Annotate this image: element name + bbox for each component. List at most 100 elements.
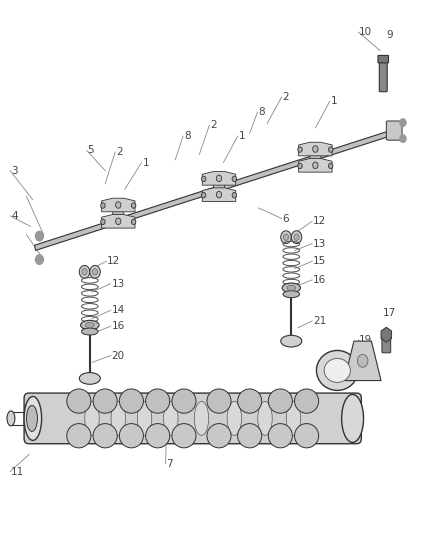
Circle shape	[328, 163, 333, 168]
Text: 8: 8	[184, 131, 191, 141]
Text: 5: 5	[88, 146, 94, 155]
Ellipse shape	[7, 411, 15, 426]
Text: 9: 9	[386, 30, 393, 39]
Text: 12: 12	[313, 216, 326, 226]
Ellipse shape	[237, 424, 261, 448]
Ellipse shape	[93, 424, 117, 448]
Circle shape	[35, 231, 43, 241]
Text: 2: 2	[283, 92, 289, 102]
Circle shape	[82, 269, 87, 275]
Ellipse shape	[194, 401, 208, 435]
Ellipse shape	[163, 401, 178, 435]
FancyBboxPatch shape	[310, 153, 321, 167]
Circle shape	[313, 146, 318, 152]
Ellipse shape	[81, 320, 99, 330]
Polygon shape	[102, 214, 135, 228]
Ellipse shape	[294, 424, 318, 448]
Ellipse shape	[258, 401, 272, 435]
Ellipse shape	[145, 389, 170, 413]
Ellipse shape	[93, 389, 117, 413]
FancyBboxPatch shape	[213, 182, 225, 196]
Circle shape	[201, 176, 206, 182]
Ellipse shape	[287, 285, 296, 290]
FancyBboxPatch shape	[113, 209, 124, 223]
Ellipse shape	[85, 322, 94, 328]
Ellipse shape	[67, 424, 91, 448]
Ellipse shape	[24, 397, 42, 440]
Ellipse shape	[207, 389, 231, 413]
Circle shape	[357, 354, 368, 367]
Text: 1: 1	[331, 96, 337, 106]
Circle shape	[90, 265, 100, 278]
Circle shape	[298, 147, 302, 152]
Circle shape	[35, 255, 43, 264]
Text: 15: 15	[313, 256, 326, 266]
Ellipse shape	[111, 401, 125, 435]
Circle shape	[92, 269, 98, 275]
Ellipse shape	[137, 401, 152, 435]
Circle shape	[216, 191, 222, 198]
Ellipse shape	[79, 373, 100, 384]
Ellipse shape	[172, 389, 196, 413]
Circle shape	[79, 265, 90, 278]
Text: 11: 11	[11, 467, 24, 477]
FancyBboxPatch shape	[24, 393, 361, 443]
Polygon shape	[102, 198, 135, 212]
Ellipse shape	[81, 328, 98, 335]
Polygon shape	[344, 341, 381, 381]
Polygon shape	[202, 188, 236, 201]
Circle shape	[291, 231, 302, 244]
Text: 6: 6	[283, 214, 289, 223]
Circle shape	[313, 162, 318, 168]
Circle shape	[400, 119, 406, 126]
Text: 10: 10	[359, 27, 372, 37]
Polygon shape	[381, 327, 392, 342]
Text: 18: 18	[318, 367, 331, 377]
Ellipse shape	[281, 335, 302, 347]
Text: 20: 20	[112, 351, 125, 360]
Circle shape	[232, 192, 237, 198]
Text: 12: 12	[107, 256, 120, 266]
Ellipse shape	[286, 401, 300, 435]
Text: 1: 1	[239, 131, 245, 141]
Text: 7: 7	[166, 459, 173, 469]
Text: 21: 21	[313, 316, 326, 326]
Polygon shape	[202, 172, 236, 185]
Circle shape	[101, 219, 105, 224]
Ellipse shape	[227, 401, 241, 435]
FancyBboxPatch shape	[379, 60, 387, 92]
FancyBboxPatch shape	[382, 334, 391, 353]
Ellipse shape	[283, 291, 300, 297]
Text: 16: 16	[112, 321, 125, 331]
Ellipse shape	[119, 389, 143, 413]
Polygon shape	[299, 142, 332, 156]
Polygon shape	[299, 158, 332, 172]
Circle shape	[216, 175, 222, 182]
Text: 8: 8	[258, 107, 265, 117]
Ellipse shape	[207, 424, 231, 448]
Text: 13: 13	[112, 279, 125, 288]
Text: 2: 2	[116, 147, 123, 157]
Text: 13: 13	[313, 239, 326, 248]
Text: 14: 14	[112, 305, 125, 315]
Circle shape	[101, 203, 105, 208]
Circle shape	[281, 231, 291, 244]
Circle shape	[131, 219, 136, 224]
Text: 2: 2	[210, 120, 217, 130]
Text: 17: 17	[383, 309, 396, 318]
Ellipse shape	[119, 424, 143, 448]
Ellipse shape	[294, 389, 318, 413]
Ellipse shape	[172, 424, 196, 448]
Circle shape	[298, 163, 302, 168]
Ellipse shape	[27, 406, 38, 431]
Circle shape	[116, 218, 121, 224]
Ellipse shape	[342, 394, 364, 442]
Ellipse shape	[145, 424, 170, 448]
Circle shape	[328, 147, 333, 152]
Ellipse shape	[268, 389, 293, 413]
Ellipse shape	[268, 424, 293, 448]
Circle shape	[116, 201, 121, 208]
Ellipse shape	[324, 358, 350, 383]
Ellipse shape	[67, 389, 91, 413]
Circle shape	[400, 135, 406, 142]
